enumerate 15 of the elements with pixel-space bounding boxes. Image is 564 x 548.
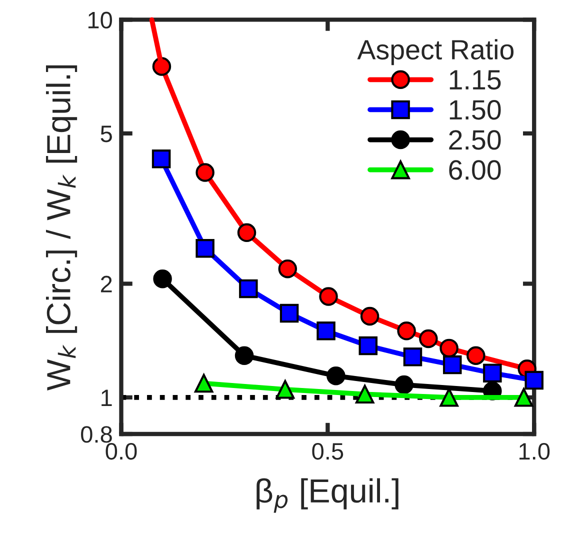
x-tick-label: 1.0	[520, 442, 550, 460]
y-tick-label: 5	[100, 126, 112, 142]
y-tick-label: 2	[100, 276, 112, 292]
legend-title: Aspect Ratio	[357, 39, 514, 66]
x-axis-title: β$_{p}$ [Equil.]	[256, 478, 398, 513]
legend-label: 1.15	[450, 70, 501, 90]
legend-label: 1.50	[450, 100, 501, 120]
y-tick-label: 0.8	[81, 426, 112, 443]
y-tick-label: 10	[88, 12, 112, 29]
y-tick-label: 1	[102, 390, 112, 406]
y-axis-title: W$_{k}$ [Circ.] / W$_{k}$ [Equil.]	[46, 65, 78, 391]
legend-label: 2.50	[449, 130, 501, 150]
x-tick-label: 0.0	[106, 442, 137, 460]
legend-label: 6.00	[449, 160, 501, 180]
x-tick-label: 0.5	[312, 442, 344, 460]
